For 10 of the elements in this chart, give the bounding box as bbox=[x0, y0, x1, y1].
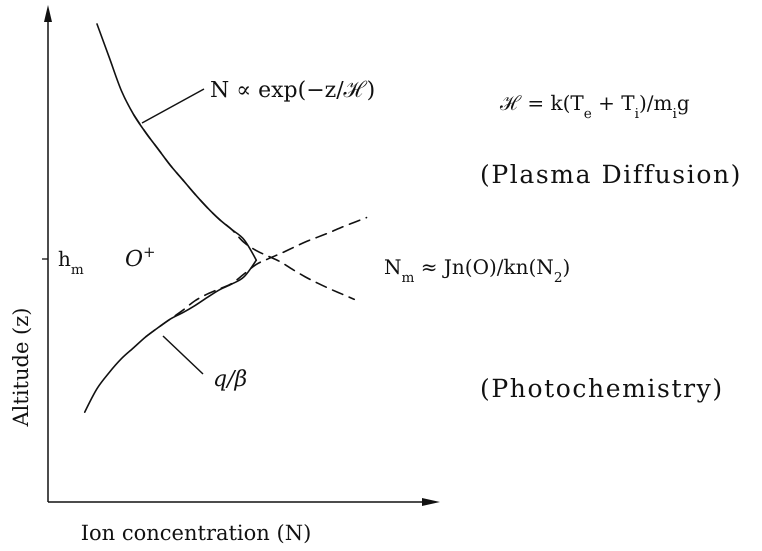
x-axis-title: Ion concentration (N) bbox=[80, 521, 312, 545]
y-axis-title: Altitude (z) bbox=[9, 308, 33, 428]
annotation: N ∝ exp(−z/ℋ) bbox=[210, 78, 376, 103]
annotation: q/β bbox=[213, 367, 248, 392]
annotation: N$_{m}$ ≈ Jn(O)/kn(N$_{2}$) bbox=[384, 255, 570, 286]
text: ℋ = k(T$_{e}$ + T$_{i}$)/m$_{i}$g bbox=[499, 91, 690, 122]
annotation: h$_{m}$ bbox=[58, 247, 84, 278]
annotation: O$^{+}$ bbox=[125, 243, 156, 272]
text: (Photochemistry) bbox=[480, 374, 724, 403]
text: (Plasma Diffusion) bbox=[480, 160, 742, 189]
